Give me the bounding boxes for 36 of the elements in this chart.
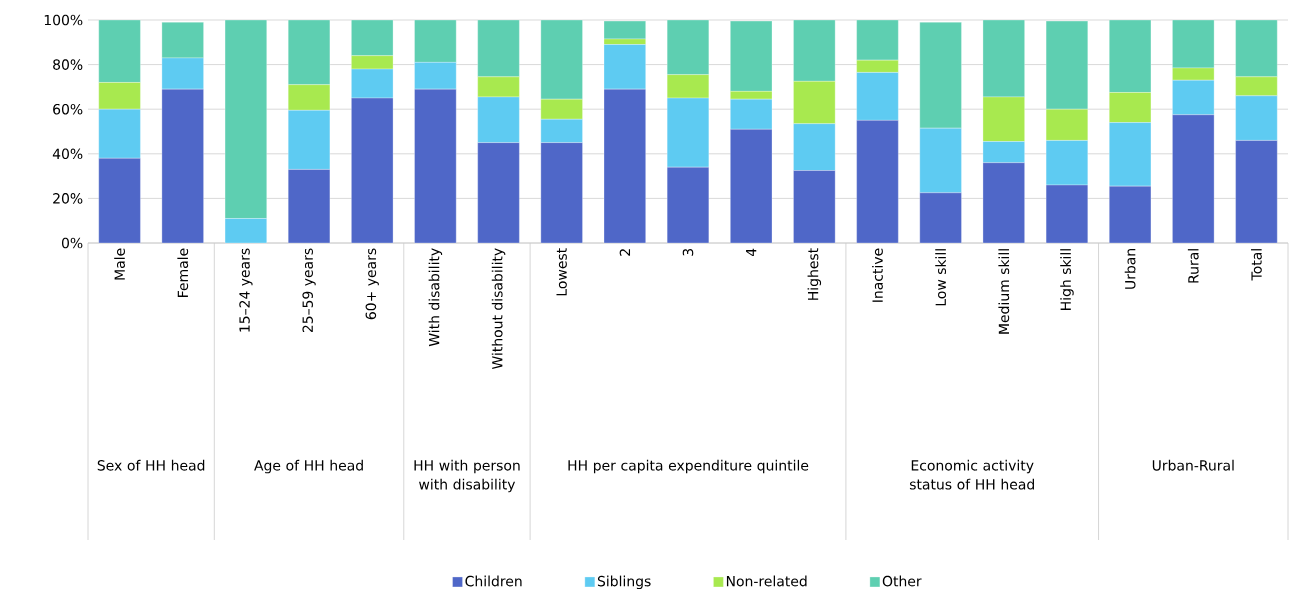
y-tick-label: 40%: [52, 148, 83, 160]
x-tick-label: Urban: [1124, 249, 1136, 289]
y-tick-label: 80%: [53, 59, 83, 70]
x-tick-label: Without disability: [491, 248, 506, 370]
x-tick-label: 60+ years: [365, 248, 379, 320]
legend-label: Non-related: [726, 575, 807, 587]
x-tick-label: Inactive: [872, 248, 883, 302]
legend-label: Children: [465, 575, 522, 587]
x-tick-label: Medium skill: [998, 249, 1010, 334]
y-tick-label: 20%: [53, 193, 83, 204]
x-tick-label: With disability: [428, 248, 443, 347]
text: Economic activity status of HH head: [909, 459, 1034, 490]
y-tick-label: 100%: [44, 14, 83, 26]
x-tick-label: 15–24 years: [239, 248, 253, 332]
text: Sex of HH head: [97, 459, 205, 471]
legend-label: Siblings: [597, 575, 651, 590]
text: Age of HH head: [254, 459, 363, 474]
y-tick-label: 0%: [61, 237, 83, 249]
text: HH per capita expenditure quintile: [568, 459, 809, 474]
x-tick-label: Highest: [807, 248, 822, 300]
text: Urban-Rural: [1152, 459, 1234, 471]
bar: [603, 20, 646, 40]
x-tick-label: 25–59 years: [302, 248, 316, 333]
x-tick-label: Male: [114, 248, 125, 280]
x-tick-label: Female: [177, 248, 189, 297]
x-tick-label: 3: [682, 248, 694, 256]
x-tick-label: Lowest: [556, 248, 567, 296]
x-tick-label: 2: [619, 249, 631, 256]
x-tick-label: High skill: [1060, 249, 1074, 310]
x-tick-label: Total: [1251, 249, 1262, 281]
text: HH with person with disability: [414, 459, 520, 493]
y-tick-label: 60%: [53, 103, 83, 115]
x-tick-label: Low skill: [935, 249, 947, 306]
legend-label: Other: [882, 575, 922, 587]
x-tick-label: Rural: [1187, 249, 1199, 283]
x-tick-label: 4: [746, 248, 757, 257]
